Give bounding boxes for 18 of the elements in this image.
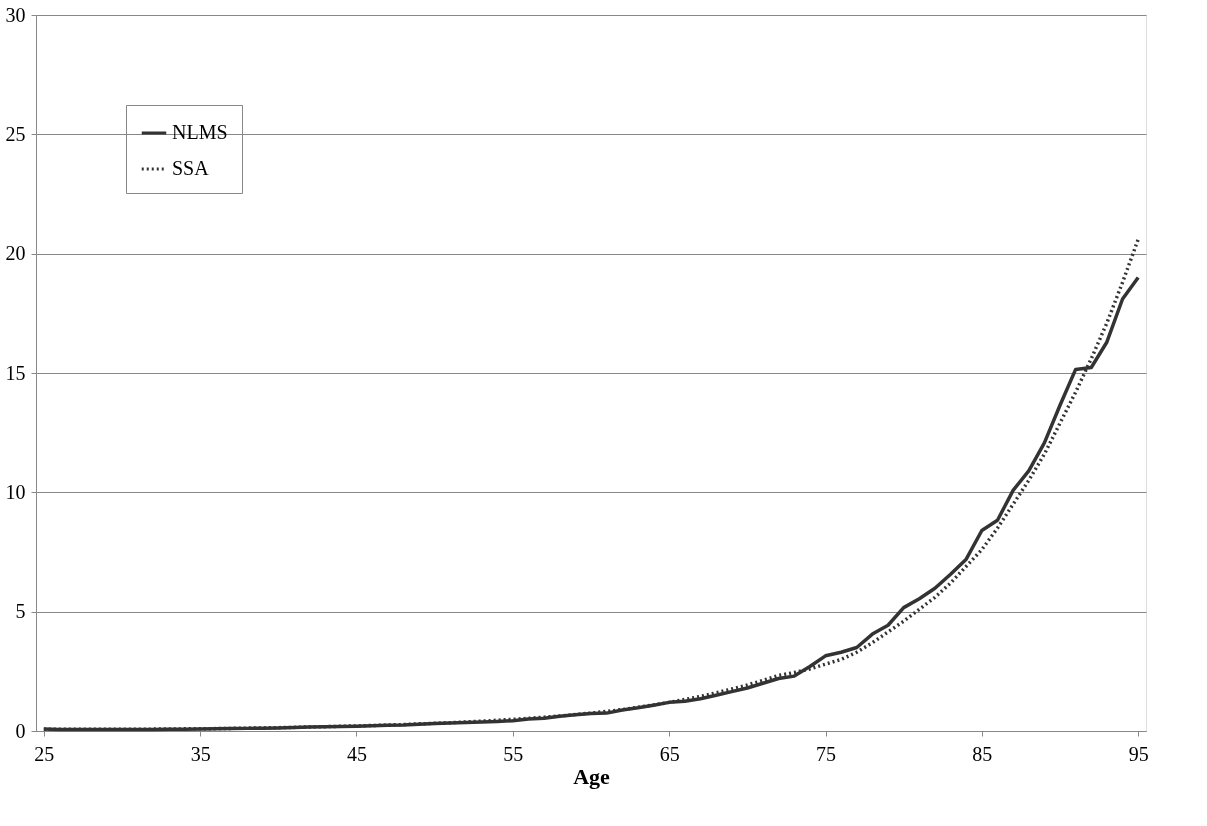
- x-tick-label: 25: [34, 742, 55, 765]
- y-tick-label: 10: [5, 480, 26, 503]
- x-tick-label: 75: [816, 742, 837, 765]
- y-tick-label: 15: [5, 361, 26, 384]
- legend-label: NLMS: [172, 121, 228, 143]
- x-tick-label: 65: [659, 742, 680, 765]
- y-tick-label: 25: [5, 122, 26, 145]
- y-tick-label: 5: [15, 600, 26, 623]
- y-tick-label: 20: [5, 242, 26, 265]
- legend-label: SSA: [172, 157, 210, 179]
- y-tick-label: 0: [15, 719, 26, 742]
- x-tick-label: 85: [972, 742, 993, 765]
- y-tick-label: 30: [5, 3, 26, 26]
- x-tick-label: 55: [503, 742, 524, 765]
- x-axis-title: Age: [573, 763, 611, 789]
- x-tick-label: 35: [190, 742, 211, 765]
- x-tick-label: 95: [1128, 742, 1149, 765]
- x-tick-label: 45: [346, 742, 367, 765]
